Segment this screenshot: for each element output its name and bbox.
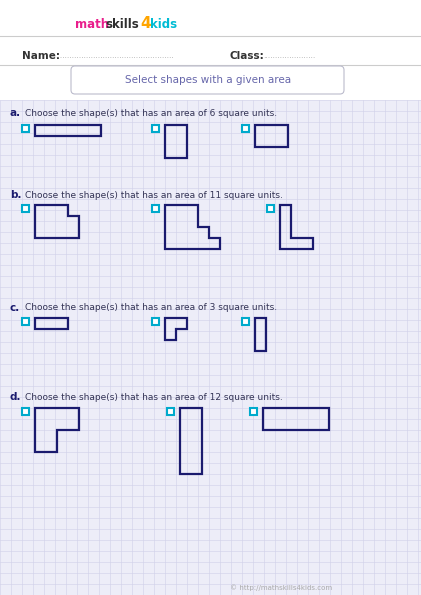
Bar	[35, 125, 101, 136]
Text: d.: d.	[10, 392, 21, 402]
Text: ..................................................: ........................................…	[55, 51, 174, 60]
Text: a.: a.	[10, 108, 21, 118]
Text: Name:: Name:	[22, 51, 60, 61]
Text: 4: 4	[140, 17, 151, 32]
Bar	[0, 100, 421, 595]
Bar	[165, 125, 187, 158]
Text: Choose the shape(s) that has an area of 12 square units.: Choose the shape(s) that has an area of …	[25, 393, 283, 402]
Text: c.: c.	[10, 303, 20, 313]
Bar	[242, 125, 249, 132]
Text: Class:: Class:	[230, 51, 265, 61]
Bar	[22, 205, 29, 212]
Text: © http://mathskills4kids.com: © http://mathskills4kids.com	[230, 585, 332, 591]
Bar	[255, 125, 288, 147]
Bar	[35, 318, 68, 329]
Bar	[263, 408, 329, 430]
Text: Select shapes with a given area: Select shapes with a given area	[125, 75, 291, 85]
Bar	[22, 125, 29, 132]
Bar	[255, 318, 266, 351]
Bar	[22, 318, 29, 325]
Bar	[152, 205, 159, 212]
Bar	[22, 408, 29, 415]
Text: skills: skills	[105, 18, 139, 32]
Bar	[152, 318, 159, 325]
Bar	[180, 408, 202, 474]
Bar	[250, 408, 257, 415]
Text: Choose the shape(s) that has an area of 6 square units.: Choose the shape(s) that has an area of …	[25, 108, 277, 117]
Bar	[267, 205, 274, 212]
Text: ......................: ......................	[263, 51, 315, 60]
Bar	[167, 408, 174, 415]
Text: Choose the shape(s) that has an area of 11 square units.: Choose the shape(s) that has an area of …	[25, 190, 283, 199]
Text: b.: b.	[10, 190, 21, 200]
Bar	[242, 318, 249, 325]
Text: kids: kids	[150, 18, 177, 32]
Text: math: math	[75, 18, 109, 32]
FancyBboxPatch shape	[71, 66, 344, 94]
Text: Choose the shape(s) that has an area of 3 square units.: Choose the shape(s) that has an area of …	[25, 303, 277, 312]
Bar	[152, 125, 159, 132]
